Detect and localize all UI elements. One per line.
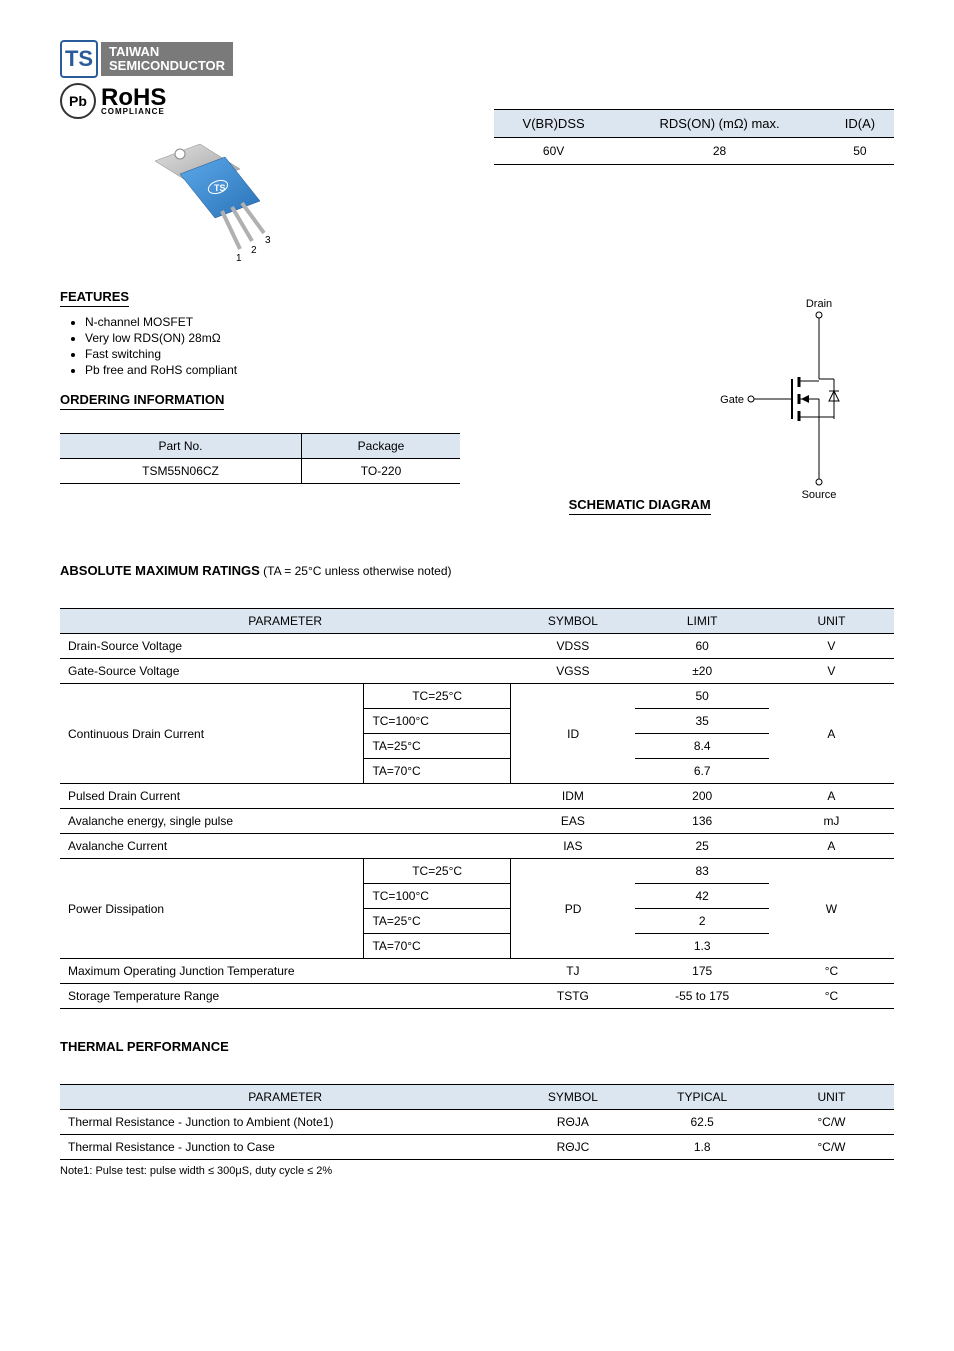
col-parameter: PARAMETER: [60, 609, 510, 634]
table-row: Power Dissipation TC=25°C PD 83 W: [60, 859, 894, 884]
thermal-col-typ: TYPICAL: [635, 1085, 768, 1110]
thermal-col-symbol: SYMBOL: [510, 1085, 635, 1110]
header-val-rds: 28: [613, 138, 826, 165]
table-row: Continuous Drain Current TC=25°C ID 50 A: [60, 684, 894, 709]
taiwan-text: TAIWAN: [109, 45, 225, 59]
thermal-title: THERMAL PERFORMANCE: [60, 1039, 229, 1054]
left-column: FEATURES N-channel MOSFET Very low RDS(O…: [60, 269, 460, 484]
ordering-val-package: TO-220: [302, 459, 460, 484]
col-symbol: SYMBOL: [510, 609, 635, 634]
ts-icon: TS: [60, 40, 98, 78]
table-row: Thermal Resistance - Junction to Case RΘ…: [60, 1135, 894, 1160]
features-title: FEATURES: [60, 289, 129, 307]
ordering-section: ORDERING INFORMATION Part No. Package TS…: [60, 392, 460, 484]
header-col-rds: RDS(ON) (mΩ) max.: [613, 110, 826, 138]
logo-section: TS TAIWAN SEMICONDUCTOR Pb RoHS COMPLIAN…: [60, 40, 894, 119]
svg-text:TS: TS: [214, 183, 226, 193]
header-col-id: ID(A): [826, 110, 894, 138]
features-section: FEATURES N-channel MOSFET Very low RDS(O…: [60, 289, 440, 377]
ts-logo: TS TAIWAN SEMICONDUCTOR: [60, 40, 894, 78]
svg-text:Gate: Gate: [720, 394, 744, 406]
rohs-label: RoHS: [101, 87, 166, 109]
feature-item: Fast switching: [85, 347, 440, 361]
rohs-text: RoHS COMPLIANCE: [101, 87, 166, 116]
table-row: Drain-Source Voltage VDSS 60 V: [60, 634, 894, 659]
thermal-section: THERMAL PERFORMANCE PARAMETER SYMBOL TYP…: [60, 1039, 894, 1177]
table-row: Gate-Source Voltage VGSS ±20 V: [60, 659, 894, 684]
thermal-col-param: PARAMETER: [60, 1085, 510, 1110]
ts-text: TAIWAN SEMICONDUCTOR: [101, 42, 233, 77]
ordering-col-package: Package: [302, 434, 460, 459]
table-row: Avalanche Current IAS 25 A: [60, 834, 894, 859]
feature-item: Pb free and RoHS compliant: [85, 363, 440, 377]
schematic-diagram: Drain Gate Source: [714, 289, 894, 509]
pb-icon: Pb: [60, 83, 96, 119]
svg-text:Drain: Drain: [806, 298, 832, 310]
header-col-vbr: V(BR)DSS: [494, 110, 613, 138]
features-list: N-channel MOSFET Very low RDS(ON) 28mΩ F…: [60, 315, 440, 377]
table-row: Maximum Operating Junction Temperature T…: [60, 959, 894, 984]
col-unit: UNIT: [769, 609, 894, 634]
max-ratings-table: PARAMETER SYMBOL LIMIT UNIT Drain-Source…: [60, 608, 894, 1009]
thermal-table: PARAMETER SYMBOL TYPICAL UNIT Thermal Re…: [60, 1084, 894, 1160]
schematic-title: SCHEMATIC DIAGRAM: [569, 497, 711, 515]
header-val-vbr: 60V: [494, 138, 613, 165]
max-ratings-subtitle: (TA = 25°C unless otherwise noted): [263, 564, 451, 578]
table-row: Avalanche energy, single pulse EAS 136 m…: [60, 809, 894, 834]
table-row: Thermal Resistance - Junction to Ambient…: [60, 1110, 894, 1135]
max-ratings-title: ABSOLUTE MAXIMUM RATINGS: [60, 563, 260, 578]
table-row: Storage Temperature Range TSTG -55 to 17…: [60, 984, 894, 1009]
package-image: TS 1 2 3: [140, 139, 290, 269]
compliance-label: COMPLIANCE: [101, 108, 166, 115]
feature-item: N-channel MOSFET: [85, 315, 440, 329]
table-row: Pulsed Drain Current IDM 200 A: [60, 784, 894, 809]
pin-1-label: 1: [236, 253, 242, 264]
pin-2-label: 2: [251, 245, 257, 256]
ordering-val-part: TSM55N06CZ: [60, 459, 302, 484]
ordering-title: ORDERING INFORMATION: [60, 392, 224, 410]
top-row: TS 1 2 3 V(BR)DSS RDS(ON) (mΩ) max. ID(A…: [60, 139, 894, 269]
schematic-section: SCHEMATIC DIAGRAM Drain Gate Source: [569, 289, 894, 523]
feature-item: Very low RDS(ON) 28mΩ: [85, 331, 440, 345]
ordering-table: Part No. Package TSM55N06CZ TO-220: [60, 433, 460, 484]
two-column-section: FEATURES N-channel MOSFET Very low RDS(O…: [60, 269, 894, 523]
semiconductor-text: SEMICONDUCTOR: [109, 59, 225, 73]
svg-text:Source: Source: [802, 489, 837, 501]
col-limit: LIMIT: [635, 609, 768, 634]
header-table: V(BR)DSS RDS(ON) (mΩ) max. ID(A) 60V 28 …: [494, 109, 894, 165]
pin-3-label: 3: [265, 235, 271, 246]
ordering-col-part: Part No.: [60, 434, 302, 459]
max-ratings-section: ABSOLUTE MAXIMUM RATINGS (TA = 25°C unle…: [60, 563, 894, 1009]
note-text: Note1: Pulse test: pulse width ≤ 300μS, …: [60, 1165, 894, 1177]
thermal-col-unit: UNIT: [769, 1085, 894, 1110]
header-val-id: 50: [826, 138, 894, 165]
